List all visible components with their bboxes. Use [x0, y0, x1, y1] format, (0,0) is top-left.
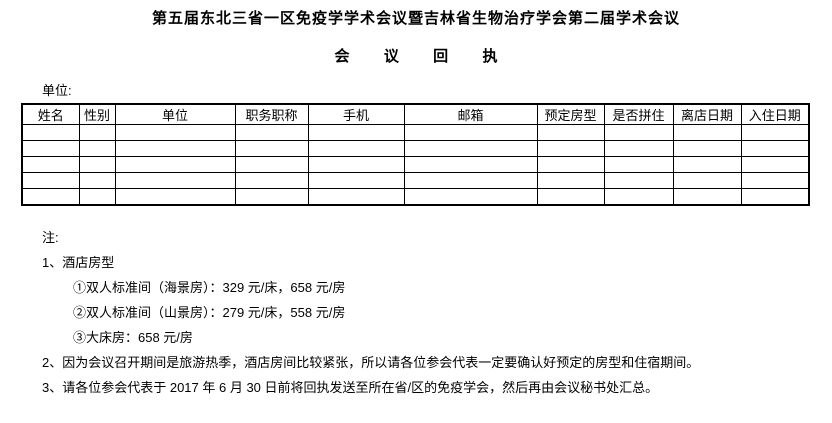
table-cell[interactable] — [234, 188, 309, 206]
notes-section: 注: 1、酒店房型 ①双人标准间（海景房）：329 元/床，658 元/房 ②双… — [42, 230, 832, 395]
table-cell[interactable] — [403, 124, 538, 141]
table-cell[interactable] — [603, 156, 674, 173]
table-cell[interactable] — [403, 156, 538, 173]
table-cell[interactable] — [603, 188, 674, 206]
document-subtitle: 会 议 回 执 — [334, 48, 498, 65]
header-cell-mobile: 手机 — [307, 103, 405, 125]
table-cell[interactable] — [234, 140, 309, 157]
header-cell-email: 邮箱 — [403, 103, 538, 125]
table-cell[interactable] — [114, 188, 236, 206]
header-cell-room-sharing: 是否拼住 — [603, 103, 674, 125]
header-cell-room-type: 预定房型 — [536, 103, 605, 125]
table-cell[interactable] — [307, 172, 405, 189]
table-cell[interactable] — [603, 140, 674, 157]
table-cell[interactable] — [234, 124, 309, 141]
table-cell[interactable] — [740, 188, 810, 206]
table-row — [21, 188, 810, 206]
table-cell[interactable] — [78, 140, 116, 157]
table-cell[interactable] — [672, 124, 742, 141]
table-cell[interactable] — [536, 156, 605, 173]
table-row — [21, 124, 810, 141]
header-cell-gender: 性别 — [78, 103, 116, 125]
table-cell[interactable] — [307, 188, 405, 206]
table-cell[interactable] — [672, 156, 742, 173]
table-cell[interactable] — [740, 140, 810, 157]
table-cell[interactable] — [403, 172, 538, 189]
table-cell[interactable] — [672, 188, 742, 206]
table-cell[interactable] — [403, 140, 538, 157]
table-cell[interactable] — [672, 172, 742, 189]
table-cell[interactable] — [603, 172, 674, 189]
table-cell[interactable] — [307, 124, 405, 141]
table-cell[interactable] — [536, 188, 605, 206]
table-cell[interactable] — [740, 172, 810, 189]
table-cell[interactable] — [536, 172, 605, 189]
header-cell-checkout-date: 离店日期 — [672, 103, 742, 125]
table-row — [21, 140, 810, 157]
table-cell[interactable] — [114, 156, 236, 173]
note-reply-deadline: 3、请各位参会代表于 2017 年 6 月 30 日前将回执发送至所在省/区的免… — [42, 380, 659, 395]
table-cell[interactable] — [234, 156, 309, 173]
table-row — [21, 156, 810, 173]
table-cell[interactable] — [307, 156, 405, 173]
table-header-row: 姓名 性别 单位 职务职称 手机 邮箱 预定房型 是否拼住 离店日期 入住日期 — [21, 103, 810, 125]
note-hotel-room-types: 1、酒店房型 — [42, 255, 115, 270]
table-cell[interactable] — [21, 188, 80, 206]
table-cell[interactable] — [740, 124, 810, 141]
table-cell[interactable] — [536, 140, 605, 157]
table-cell[interactable] — [234, 172, 309, 189]
table-cell[interactable] — [403, 188, 538, 206]
note-room-type-sea-view: ①双人标准间（海景房）：329 元/床，658 元/房 — [73, 280, 346, 295]
table-cell[interactable] — [78, 172, 116, 189]
table-cell[interactable] — [78, 188, 116, 206]
table-cell[interactable] — [114, 124, 236, 141]
table-cell[interactable] — [114, 140, 236, 157]
header-cell-name: 姓名 — [21, 103, 80, 125]
table-cell[interactable] — [21, 156, 80, 173]
table-cell[interactable] — [740, 156, 810, 173]
table-cell[interactable] — [536, 124, 605, 141]
header-cell-position-title: 职务职称 — [234, 103, 309, 125]
table-cell[interactable] — [672, 140, 742, 157]
table-cell[interactable] — [603, 124, 674, 141]
note-booking-reminder: 2、因为会议召开期间是旅游热季，酒店房间比较紧张，所以请各位参会代表一定要确认好… — [42, 355, 700, 370]
table-cell[interactable] — [78, 124, 116, 141]
header-cell-checkin-date: 入住日期 — [740, 103, 810, 125]
table-cell[interactable] — [307, 140, 405, 157]
note-room-type-mountain-view: ②双人标准间（山景房）：279 元/床，558 元/房 — [73, 305, 346, 320]
registration-table: 姓名 性别 单位 职务职称 手机 邮箱 预定房型 是否拼住 离店日期 入住日期 — [21, 103, 810, 206]
table-cell[interactable] — [21, 172, 80, 189]
table-cell[interactable] — [78, 156, 116, 173]
note-room-type-king-bed: ③大床房：658 元/房 — [73, 330, 193, 345]
header-cell-unit: 单位 — [114, 103, 236, 125]
table-body — [21, 124, 810, 206]
table-cell[interactable] — [114, 172, 236, 189]
table-cell[interactable] — [21, 140, 80, 157]
document-title: 第五届东北三省一区免疫学学术会议暨吉林省生物治疗学会第二届学术会议 — [151, 10, 680, 27]
notes-label: 注: — [42, 230, 59, 245]
table-cell[interactable] — [21, 124, 80, 141]
unit-label: 单位: — [42, 83, 72, 98]
table-row — [21, 172, 810, 189]
